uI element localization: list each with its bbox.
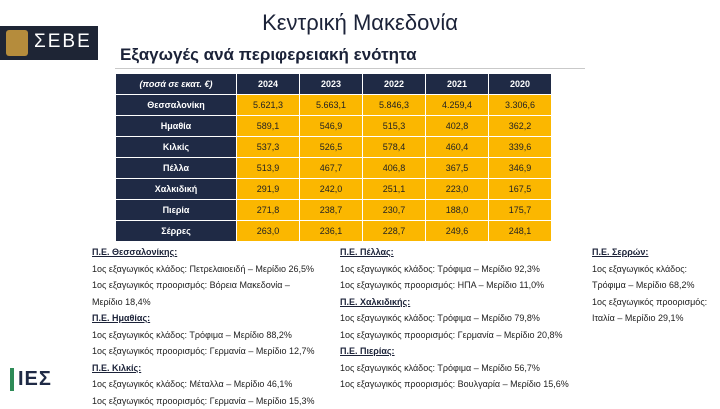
- cell: 223,0: [426, 179, 489, 200]
- note-line: Μερίδιο 18,4%: [92, 294, 315, 311]
- row-label: Σέρρες: [116, 221, 237, 242]
- cell: 5.846,3: [363, 95, 426, 116]
- column-header: 2024: [237, 74, 300, 95]
- note-line: 1ος εξαγωγικός προορισμός:: [592, 294, 707, 311]
- cell: 228,7: [363, 221, 426, 242]
- row-label: Πέλλα: [116, 158, 237, 179]
- cell: 188,0: [426, 200, 489, 221]
- row-label: Θεσσαλονίκη: [116, 95, 237, 116]
- note-line: 1ος εξαγωγικός προορισμός: Βουλγαρία – Μ…: [340, 376, 569, 393]
- note-line: 1ος εξαγωγικός κλάδος: Τρόφιμα – Μερίδιο…: [92, 327, 315, 344]
- notes-column: Π.Ε. Πέλλας:1ος εξαγωγικός κλάδος: Τρόφι…: [340, 244, 569, 393]
- cell: 346,9: [489, 158, 552, 179]
- column-header: (ποσά σε εκατ. €): [116, 74, 237, 95]
- footer-logo: ΙΕΣ: [10, 368, 52, 391]
- section-heading: Π.Ε. Ημαθίας:: [92, 310, 315, 327]
- section-heading: Π.Ε. Πέλλας:: [340, 244, 569, 261]
- section-heading: Π.Ε. Πιερίας:: [340, 343, 569, 360]
- cell: 167,5: [489, 179, 552, 200]
- cell: 175,7: [489, 200, 552, 221]
- note-line: 1ος εξαγωγικός κλάδος: Τρόφιμα – Μερίδιο…: [340, 360, 569, 377]
- cell: 291,9: [237, 179, 300, 200]
- note-line: 1ος εξαγωγικός κλάδος: Τρόφιμα – Μερίδιο…: [340, 261, 569, 278]
- cell: 467,7: [300, 158, 363, 179]
- note-line: 1ος εξαγωγικός κλάδος: Μέταλλα – Μερίδιο…: [92, 376, 315, 393]
- cell: 526,5: [300, 137, 363, 158]
- cell: 537,3: [237, 137, 300, 158]
- notes-column: Π.Ε. Θεσσαλονίκης:1ος εξαγωγικός κλάδος:…: [92, 244, 315, 409]
- row-label: Ημαθία: [116, 116, 237, 137]
- cell: 5.621,3: [237, 95, 300, 116]
- note-line: Τρόφιμα – Μερίδιο 68,2%: [592, 277, 707, 294]
- notes-column: Π.Ε. Σερρών:1ος εξαγωγικός κλάδος:Τρόφιμ…: [592, 244, 707, 327]
- note-line: 1ος εξαγωγικός προορισμός: Γερμανία – Με…: [92, 343, 315, 360]
- section-heading: Π.Ε. Κιλκίς:: [92, 360, 315, 377]
- cell: 248,1: [489, 221, 552, 242]
- row-label: Πιερία: [116, 200, 237, 221]
- cell: 578,4: [363, 137, 426, 158]
- cell: 249,6: [426, 221, 489, 242]
- cell: 402,8: [426, 116, 489, 137]
- row-label: Κιλκίς: [116, 137, 237, 158]
- note-line: 1ος εξαγωγικός προορισμός: Γερμανία – Με…: [340, 327, 569, 344]
- cell: 362,2: [489, 116, 552, 137]
- cell: 589,1: [237, 116, 300, 137]
- cell: 5.663,1: [300, 95, 363, 116]
- section-heading: Π.Ε. Σερρών:: [592, 244, 707, 261]
- divider: [115, 68, 585, 69]
- subtitle: Εξαγωγές ανά περιφερειακή ενότητα: [120, 45, 417, 65]
- column-header: 2023: [300, 74, 363, 95]
- cell: 263,0: [237, 221, 300, 242]
- cell: 367,5: [426, 158, 489, 179]
- title: Κεντρική Μακεδονία: [0, 10, 720, 36]
- column-header: 2022: [363, 74, 426, 95]
- cell: 271,8: [237, 200, 300, 221]
- note-line: 1ος εξαγωγικός κλάδος: Πετρελαιοειδή – Μ…: [92, 261, 315, 278]
- note-line: 1ος εξαγωγικός προορισμός: Βόρεια Μακεδο…: [92, 277, 315, 294]
- note-line: Ιταλία – Μερίδιο 29,1%: [592, 310, 707, 327]
- section-heading: Π.Ε. Χαλκιδικής:: [340, 294, 569, 311]
- cell: 242,0: [300, 179, 363, 200]
- cell: 3.306,6: [489, 95, 552, 116]
- cell: 460,4: [426, 137, 489, 158]
- note-line: 1ος εξαγωγικός κλάδος: Τρόφιμα – Μερίδιο…: [340, 310, 569, 327]
- cell: 230,7: [363, 200, 426, 221]
- cell: 236,1: [300, 221, 363, 242]
- column-header: 2020: [489, 74, 552, 95]
- cell: 513,9: [237, 158, 300, 179]
- column-header: 2021: [426, 74, 489, 95]
- cell: 515,3: [363, 116, 426, 137]
- note-line: 1ος εξαγωγικός προορισμός: ΗΠΑ – Μερίδιο…: [340, 277, 569, 294]
- cell: 251,1: [363, 179, 426, 200]
- row-label: Χαλκιδική: [116, 179, 237, 200]
- cell: 546,9: [300, 116, 363, 137]
- cell: 406,8: [363, 158, 426, 179]
- cell: 238,7: [300, 200, 363, 221]
- cell: 339,6: [489, 137, 552, 158]
- section-heading: Π.Ε. Θεσσαλονίκης:: [92, 244, 315, 261]
- note-line: 1ος εξαγωγικός κλάδος:: [592, 261, 707, 278]
- cell: 4.259,4: [426, 95, 489, 116]
